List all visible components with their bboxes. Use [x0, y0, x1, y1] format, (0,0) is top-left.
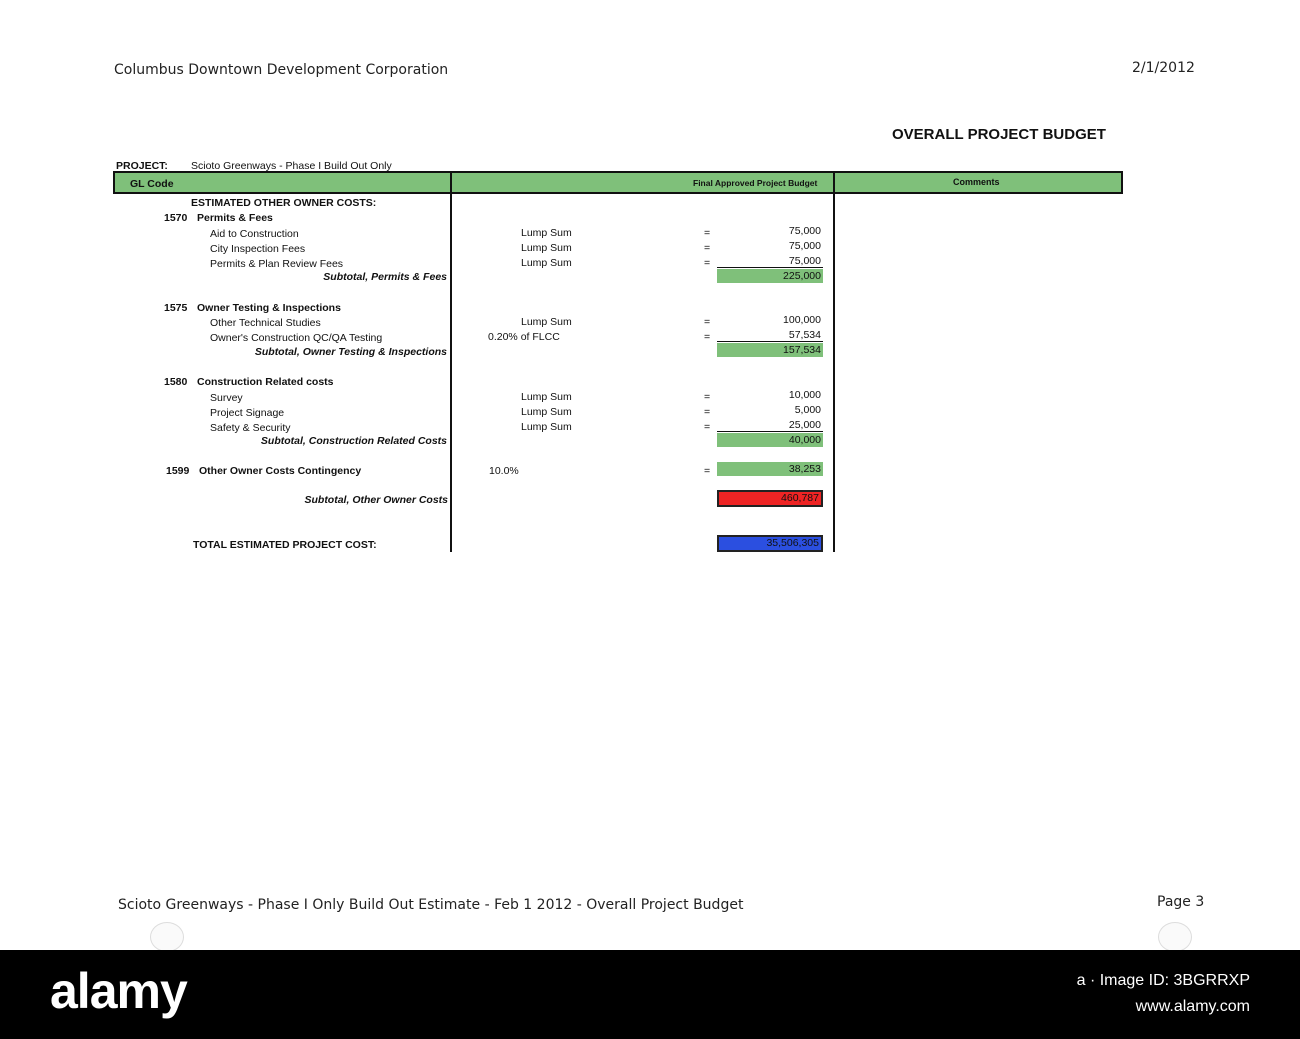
item-amount: 25,000 [717, 418, 823, 432]
subtotal-amount: 157,534 [717, 343, 823, 357]
watermark-bar: alamy a · Image ID: 3BGRRXP www.alamy.co… [0, 950, 1300, 1039]
gl-code: 1575 [164, 302, 188, 314]
group-name: Permits & Fees [197, 212, 273, 224]
item-name: Owner's Construction QC/QA Testing [210, 332, 383, 344]
equals-sign: = [704, 465, 711, 477]
project-name: Scioto Greenways - Phase I Build Out Onl… [191, 160, 392, 172]
subtotal-label: Subtotal, Owner Testing & Inspections [254, 346, 447, 358]
item-amount: 10,000 [788, 389, 821, 401]
budget-header: Final Approved Project Budget [693, 178, 818, 188]
column-divider [450, 171, 452, 552]
document-date: 2/1/2012 [1132, 60, 1195, 76]
punch-hole [1158, 922, 1192, 952]
subtotal-amount: 225,000 [717, 269, 823, 283]
other-owner-subtotal-amount: 460,787 [717, 490, 823, 507]
group-name: Owner Testing & Inspections [197, 302, 341, 314]
item-name: Permits & Plan Review Fees [210, 258, 344, 270]
equals-sign: = [704, 227, 711, 239]
item-name: Aid to Construction [210, 228, 299, 240]
item-name: Safety & Security [210, 422, 291, 434]
item-amount: 100,000 [783, 314, 821, 326]
item-basis: Lump Sum [521, 257, 572, 269]
equals-sign: = [704, 391, 711, 403]
equals-sign: = [704, 421, 711, 433]
subtotal-label: Subtotal, Construction Related Costs [260, 435, 447, 447]
item-basis: Lump Sum [521, 242, 572, 254]
item-basis: 0.20% of FLCC [488, 331, 560, 343]
gl-code: 1599 [166, 465, 190, 477]
item-name: Project Signage [210, 407, 285, 419]
item-name: Other Technical Studies [210, 317, 321, 329]
punch-hole [150, 922, 184, 952]
item-basis: Lump Sum [521, 391, 572, 403]
total-amount: 35,506,305 [717, 535, 823, 552]
section-title: ESTIMATED OTHER OWNER COSTS: [191, 197, 377, 209]
item-amount: 75,000 [788, 225, 821, 237]
gl-code: 1580 [164, 376, 188, 388]
organization-name: Columbus Downtown Development Corporatio… [114, 62, 449, 78]
table-header: GL Code Final Approved Project Budget Co… [113, 171, 1123, 194]
gl-code-header: GL Code [130, 178, 174, 190]
comments-header: Comments [953, 177, 1000, 187]
item-basis: Lump Sum [521, 227, 572, 239]
watermark-logo: alamy [50, 963, 188, 1019]
item-basis: Lump Sum [521, 406, 572, 418]
contingency-amount: 38,253 [717, 462, 823, 476]
equals-sign: = [704, 331, 711, 343]
equals-sign: = [704, 242, 711, 254]
item-amount: 57,534 [717, 328, 823, 342]
page-number: Page 3 [1157, 894, 1205, 910]
item-basis: Lump Sum [521, 316, 572, 328]
watermark-id: a · Image ID: 3BGRRXP [1076, 972, 1250, 989]
footer-text: Scioto Greenways - Phase I Only Build Ou… [118, 897, 744, 913]
equals-sign: = [704, 316, 711, 328]
item-name: Survey [210, 392, 243, 404]
item-amount: 75,000 [717, 254, 823, 268]
group-name: Construction Related costs [197, 376, 334, 388]
column-divider [833, 171, 835, 552]
subtotal-amount: 40,000 [717, 433, 823, 447]
item-basis: Lump Sum [521, 421, 572, 433]
equals-sign: = [704, 257, 711, 269]
subtotal-label: Subtotal, Permits & Fees [323, 271, 447, 283]
item-amount: 75,000 [788, 240, 821, 252]
item-name: Other Owner Costs Contingency [199, 465, 362, 477]
project-label: PROJECT: [116, 160, 168, 172]
item-name: City Inspection Fees [210, 243, 306, 255]
total-label: TOTAL ESTIMATED PROJECT COST: [193, 539, 377, 551]
item-basis: 10.0% [489, 465, 519, 477]
gl-code: 1570 [164, 212, 188, 224]
other-owner-subtotal-label: Subtotal, Other Owner Costs [304, 494, 448, 506]
watermark-url: www.alamy.com [1135, 998, 1250, 1015]
page-title: OVERALL PROJECT BUDGET [892, 126, 1106, 143]
equals-sign: = [704, 406, 711, 418]
item-amount: 5,000 [794, 404, 821, 416]
